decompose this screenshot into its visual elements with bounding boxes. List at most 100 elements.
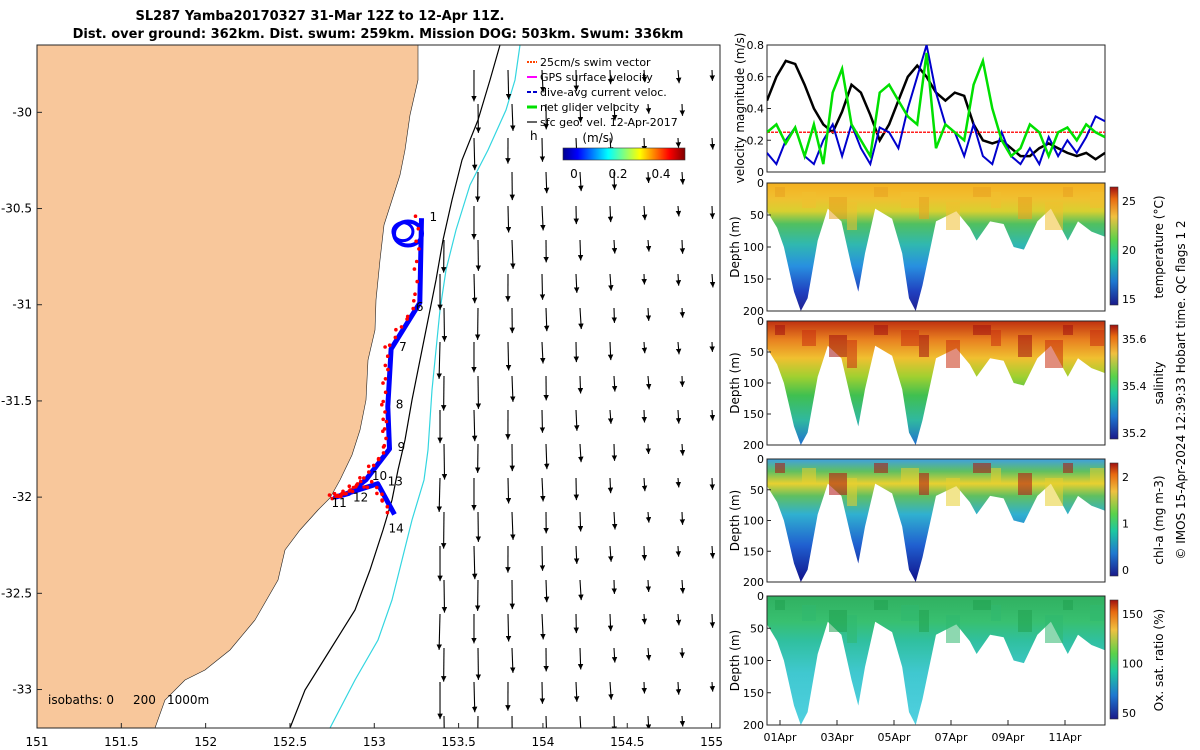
surface-fix-point — [350, 489, 355, 494]
isobaths-200-label: 200 — [133, 693, 156, 707]
day-marker-label: 12 — [353, 490, 368, 504]
map-ytick-label: -33 — [12, 683, 32, 697]
surface-fix-point — [386, 367, 390, 372]
current-arrow — [471, 545, 478, 580]
section-feature — [901, 468, 919, 484]
current-arrow — [645, 647, 652, 661]
section-feature — [1063, 600, 1073, 610]
section-feature — [1045, 340, 1063, 368]
velocity-ytick-label: 0.6 — [747, 71, 765, 84]
section-colorbar-label: Ox. sat. ratio (%) — [1152, 609, 1166, 711]
surface-fix-point — [385, 354, 390, 359]
map-ytick-label: -32 — [12, 490, 32, 504]
section-feature — [847, 202, 857, 230]
section-ytick-label: 150 — [743, 408, 764, 421]
section-feature — [973, 187, 991, 197]
map-xtick-label: 151.5 — [104, 735, 138, 749]
section-feature — [802, 192, 816, 208]
current-arrow — [641, 409, 648, 423]
surface-fix-point — [387, 343, 392, 348]
velocity-y-axis: 0 0.2 0.4 0.6 0.8 — [747, 39, 771, 179]
surface-fix-point — [394, 327, 398, 332]
section-feature — [1018, 197, 1032, 219]
section-ytick-label: 200 — [743, 439, 764, 452]
surface-fix-point — [375, 485, 379, 490]
surface-fix-point — [355, 482, 360, 486]
surface-fix-point — [358, 476, 362, 480]
velocity-ytick-label: 0.8 — [747, 39, 765, 52]
speed-colorbar-tick-1: 0.2 — [608, 167, 627, 181]
title-line1: SL287 Yamba20170327 31-Mar 12Z to 12-Apr… — [136, 9, 505, 24]
section-feature — [847, 478, 857, 506]
current-arrow — [679, 239, 686, 254]
section-colorbar-tick: 35.2 — [1122, 427, 1147, 440]
section-feature — [1045, 202, 1063, 230]
map-xtick-label: 151 — [26, 735, 49, 749]
legend-label-net: net glider velocity — [540, 101, 640, 114]
surface-fix-point — [380, 492, 384, 497]
current-arrow — [645, 579, 652, 592]
current-arrow — [709, 681, 716, 692]
section-feature — [802, 330, 816, 346]
section-ytick-label: 0 — [757, 453, 764, 466]
map-xtick-label: 153.5 — [441, 735, 475, 749]
current-arrow — [679, 715, 686, 727]
surface-fix-point — [413, 214, 418, 218]
current-arrow — [573, 273, 580, 293]
section-feature — [919, 197, 929, 219]
section-ytick-label: 50 — [750, 346, 764, 359]
section-ytick-label: 50 — [750, 484, 764, 497]
current-arrow — [540, 205, 546, 231]
current-arrow — [509, 647, 516, 673]
surface-fix-point — [369, 479, 374, 484]
surface-fix-point — [381, 451, 386, 455]
section-feature — [874, 463, 888, 473]
current-arrow — [578, 171, 584, 192]
current-arrow — [607, 409, 614, 424]
map-xtick-label: 152 — [194, 735, 217, 749]
section-feature — [829, 335, 847, 357]
current-arrow — [641, 205, 648, 221]
section-feature — [1090, 468, 1104, 484]
current-arrow — [539, 545, 546, 571]
surface-fix-point — [384, 436, 388, 441]
surface-fix-point — [383, 377, 388, 381]
current-arrow — [709, 477, 716, 490]
section-feature — [946, 615, 960, 643]
current-arrow — [543, 171, 550, 194]
current-arrow — [540, 69, 546, 93]
current-arrow — [607, 613, 614, 632]
section-feature — [901, 330, 919, 346]
velocity-panel: 0 0.2 0.4 0.6 0.8 velocity magnitude (m/s) — [733, 33, 1106, 183]
surface-fix-point — [381, 417, 386, 422]
current-arrow — [607, 477, 614, 494]
surface-fix-point — [414, 239, 418, 244]
speed-colorbar-tick-0: 0 — [570, 167, 578, 181]
surface-fix-point — [383, 390, 388, 395]
surface-fix-point — [366, 464, 371, 469]
section-panel-1: 0 50 100 150 200 Depth (m) 35.6 35.4 35.2 salinit… — [728, 315, 1166, 452]
current-arrow — [611, 715, 618, 728]
map-y-axis: -30 -30.5 -31 -31.5 -32 -32.5 -33 — [1, 105, 42, 697]
imos-side-note: © IMOS 15-Apr-2024 12:39:33 Hobart time.… — [1174, 220, 1188, 559]
surface-fix-point — [412, 299, 416, 303]
coast-detail — [154, 45, 419, 728]
surface-fix-point — [371, 463, 376, 468]
section-feature — [874, 187, 888, 197]
current-arrow — [608, 681, 614, 700]
section-feature — [1063, 463, 1073, 473]
legend-label-dive: dive-avg current veloc. — [540, 86, 667, 99]
speed-colorbar: (m/s) 0 0.2 0.4 — [562, 131, 686, 181]
section-ytick-label: 100 — [743, 377, 764, 390]
legend-label-gps: GPS surface velocity — [540, 71, 653, 84]
velocity-ytick-label: 0 — [757, 166, 764, 179]
day-marker-label: 11 — [331, 496, 346, 510]
day-marker-label: 8 — [396, 398, 404, 412]
section-colorbar-tick: 50 — [1122, 707, 1136, 720]
speed-colorbar-tick-2: 0.4 — [651, 167, 670, 181]
current-arrow — [709, 137, 716, 150]
current-arrow — [577, 647, 584, 670]
date-tick-label: 07Apr — [934, 731, 968, 744]
date-tick-label: 09Apr — [991, 731, 1025, 744]
current-arrow — [543, 307, 550, 332]
